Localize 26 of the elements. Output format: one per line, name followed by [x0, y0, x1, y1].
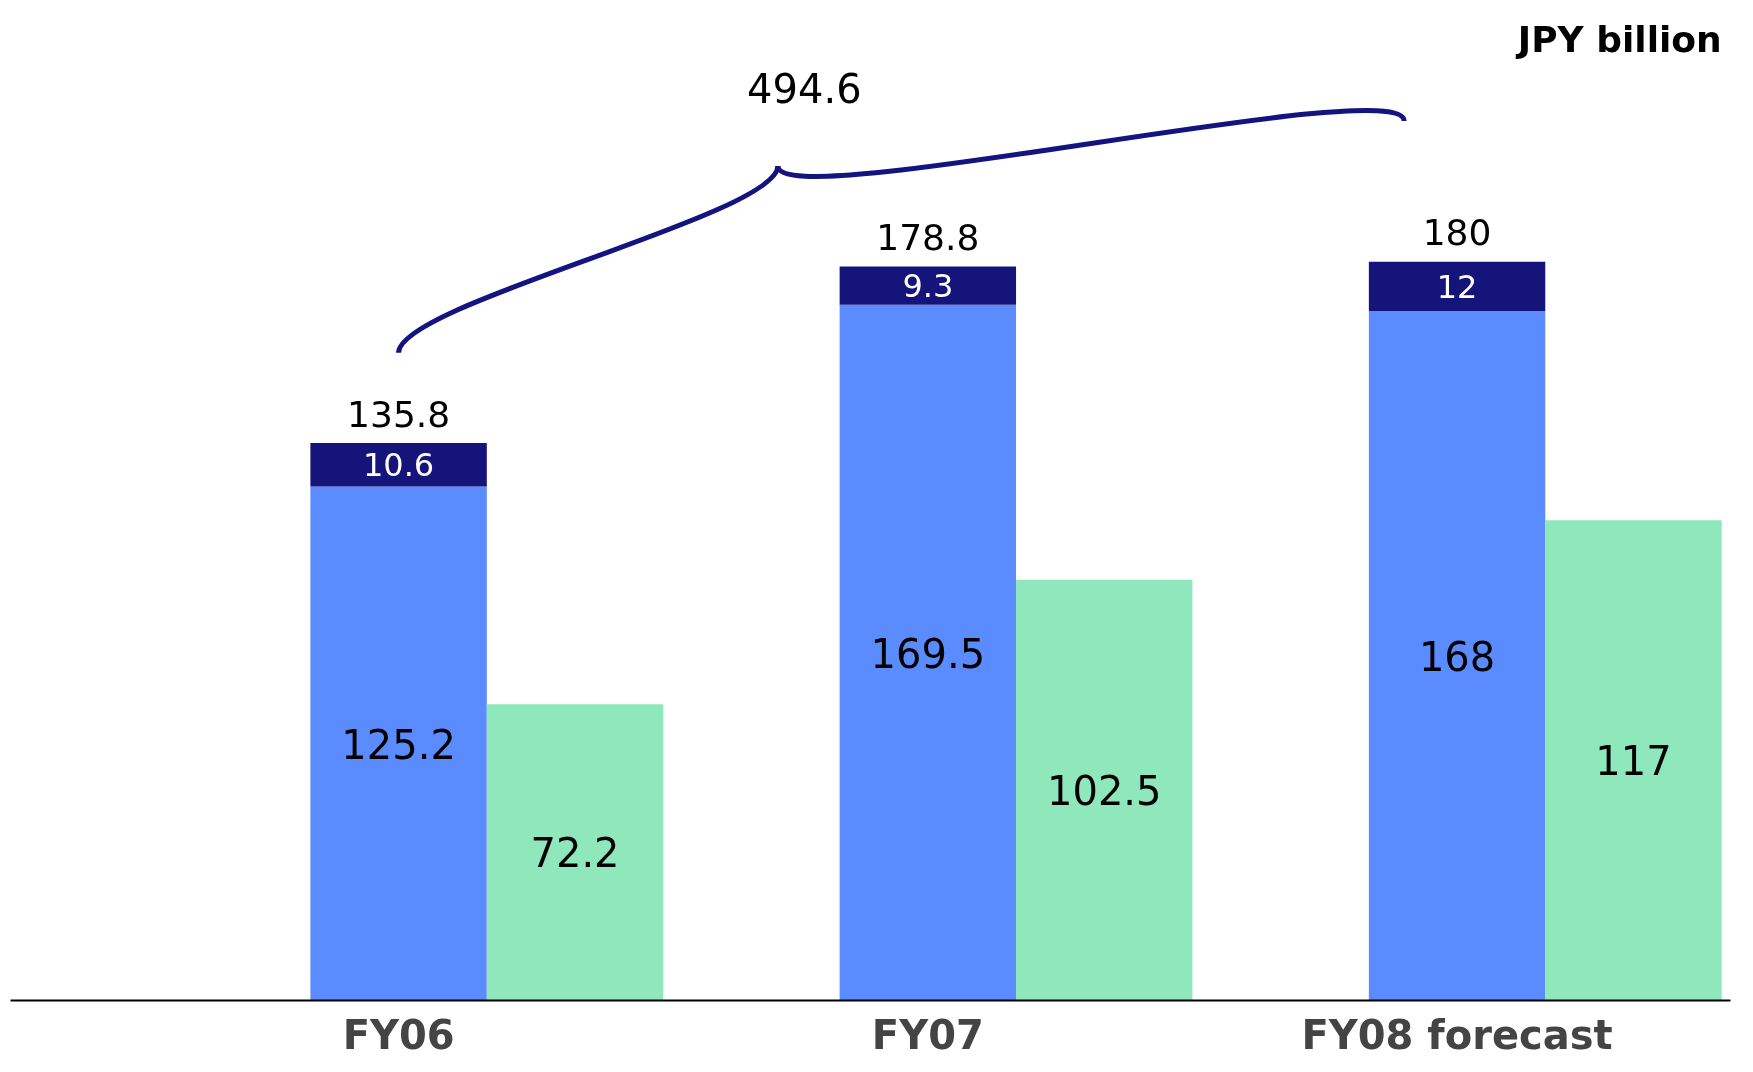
total-label: 135.8	[347, 393, 451, 435]
data-label: 102.5	[1046, 768, 1162, 815]
bar	[310, 443, 487, 487]
bar	[1368, 310, 1546, 1001]
data-label: 10.6	[362, 446, 435, 485]
total-label: 178.8	[876, 217, 980, 259]
bar	[1545, 520, 1722, 1001]
bar	[310, 486, 487, 1001]
bar	[839, 266, 1017, 305]
text: 494.6	[747, 66, 862, 113]
x-tick-label: FY08 forecast	[1301, 1011, 1613, 1058]
data-label: 9.3	[902, 267, 954, 306]
data-label: 125.2	[341, 721, 456, 768]
data-label: 168	[1418, 633, 1496, 680]
text: JPY billion	[1514, 18, 1722, 60]
bar	[1016, 579, 1193, 1001]
data-label: 117	[1595, 738, 1672, 785]
data-label: 169.5	[870, 630, 986, 677]
x-tick-label: FY06	[342, 1011, 455, 1058]
x-tick-label: FY07	[871, 1011, 984, 1058]
bar	[839, 304, 1017, 1001]
bar	[1368, 261, 1546, 311]
total-label: 180	[1422, 212, 1492, 254]
bar	[486, 704, 664, 1001]
data-label: 72.2	[530, 830, 620, 877]
data-label: 12	[1436, 267, 1478, 306]
